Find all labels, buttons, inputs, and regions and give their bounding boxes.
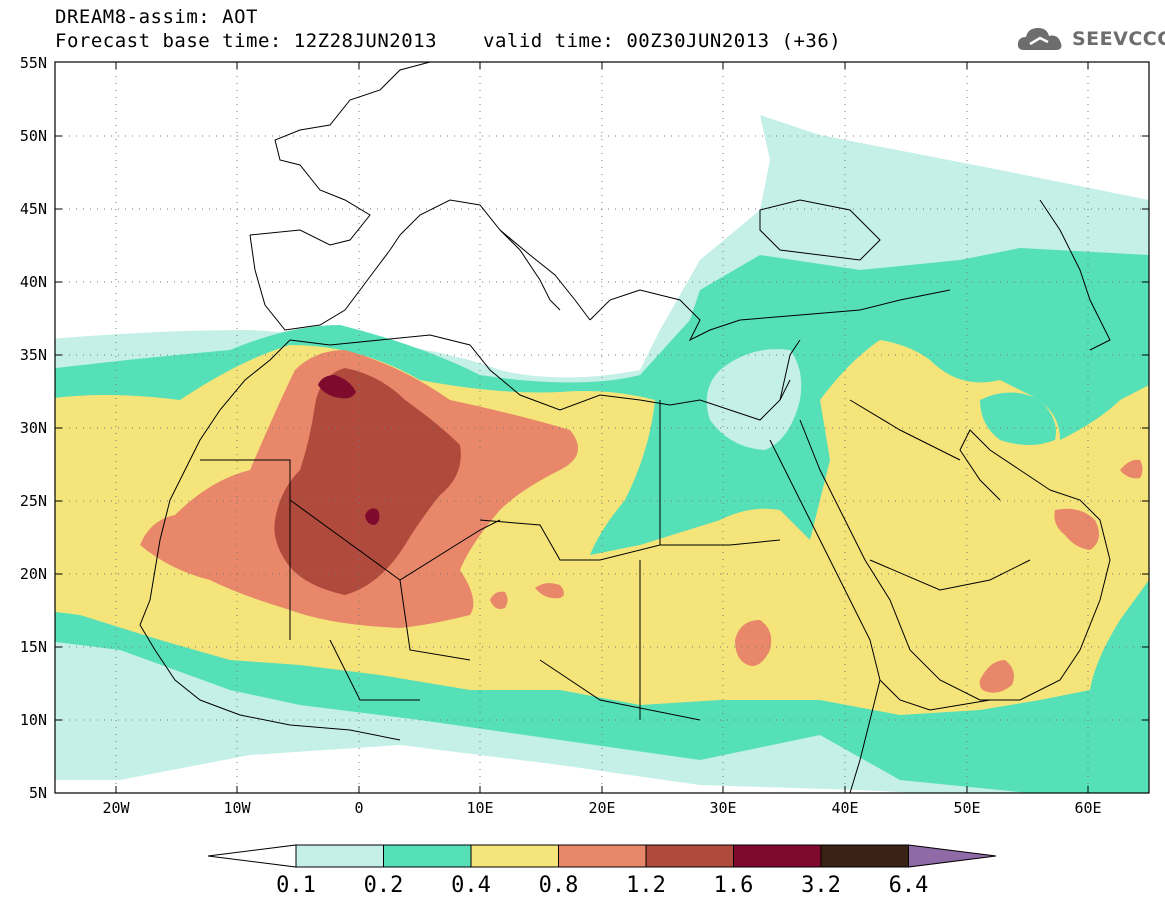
lat-label: 40N [20, 273, 47, 291]
colorbar-swatch [558, 844, 647, 868]
aot-patch-1.6 [365, 508, 380, 525]
lat-label: 50N [20, 127, 47, 145]
aot-patch-0.2 [980, 392, 1056, 445]
aot-patch-0.8-f [1120, 459, 1143, 479]
lat-label: 45N [20, 200, 47, 218]
map-title: DREAM8-assim: AOT [55, 6, 258, 28]
colorbar-swatch [383, 844, 472, 868]
lon-label: 30E [709, 799, 736, 817]
colorbar-swatch [470, 844, 559, 868]
aot-band-1.2 [274, 368, 461, 595]
lon-label: 20E [588, 799, 615, 817]
colorbar-labels: 0.1 0.2 0.4 0.8 1.2 1.6 3.2 6.4 [276, 873, 928, 898]
lon-label: 10W [223, 799, 251, 817]
lat-label: 55N [20, 54, 47, 72]
aot-band-1.6 [318, 375, 356, 399]
lat-label: 15N [20, 638, 47, 656]
colorbar-swatch [820, 844, 909, 868]
lat-label: 10N [20, 711, 47, 729]
coastlines [139, 62, 1111, 793]
colorbar [207, 844, 997, 868]
lon-labels: 20W 10W 0 10E 20E 30E 40E 50E 60E [102, 799, 1101, 817]
colorbar-label: 0.1 [276, 873, 316, 898]
colorbar-label: 1.2 [626, 873, 666, 898]
lat-ticks [55, 61, 1149, 794]
colorbar-label: 0.8 [539, 873, 579, 898]
valid-time: valid time: 00Z30JUN2013 (+36) [483, 30, 842, 52]
cloud-icon [1017, 28, 1062, 50]
lon-label: 60E [1074, 799, 1101, 817]
lat-labels: 55N 50N 45N 40N 35N 30N 25N 20N 15N 10N … [20, 54, 47, 802]
lon-label: 0 [354, 799, 363, 817]
lat-label: 20N [20, 565, 47, 583]
aot-patch-0.8-b [490, 591, 508, 609]
colorbar-under-arrow [207, 844, 297, 868]
colorbar-label: 0.2 [364, 873, 404, 898]
map-subtitle: Forecast base time: 12Z28JUN2013 valid ti… [55, 31, 841, 51]
colorbar-label: 3.2 [801, 873, 841, 898]
colorbar-swatch [733, 844, 822, 868]
lat-label: 35N [20, 346, 47, 364]
logo-text: SEEVCCC [1072, 28, 1165, 50]
lat-label: 25N [20, 492, 47, 510]
colorbar-swatch [645, 844, 734, 868]
lon-label: 50E [953, 799, 980, 817]
colorbar-label: 0.4 [451, 873, 491, 898]
lon-label: 40E [831, 799, 858, 817]
seevccc-logo: SEEVCCC [1016, 22, 1165, 56]
base-time: Forecast base time: 12Z28JUN2013 [55, 30, 438, 52]
aot-patch-0.8-c [535, 583, 564, 599]
colorbar-over-arrow [908, 844, 997, 868]
colorbar-swatch [295, 844, 384, 868]
graticule [55, 62, 1149, 793]
aot-patch-0.8-a [735, 620, 772, 666]
aot-patch-0.8-e [979, 660, 1014, 693]
lon-label: 20W [102, 799, 130, 817]
lat-label: 5N [29, 784, 47, 802]
aot-patch-0.1 [706, 349, 802, 450]
colorbar-label: 6.4 [889, 873, 929, 898]
lon-ticks [115, 62, 1089, 793]
colorbar-label: 1.6 [714, 873, 754, 898]
lat-label: 30N [20, 419, 47, 437]
aot-patch-0.8-d [1054, 508, 1099, 550]
lon-label: 10E [466, 799, 493, 817]
